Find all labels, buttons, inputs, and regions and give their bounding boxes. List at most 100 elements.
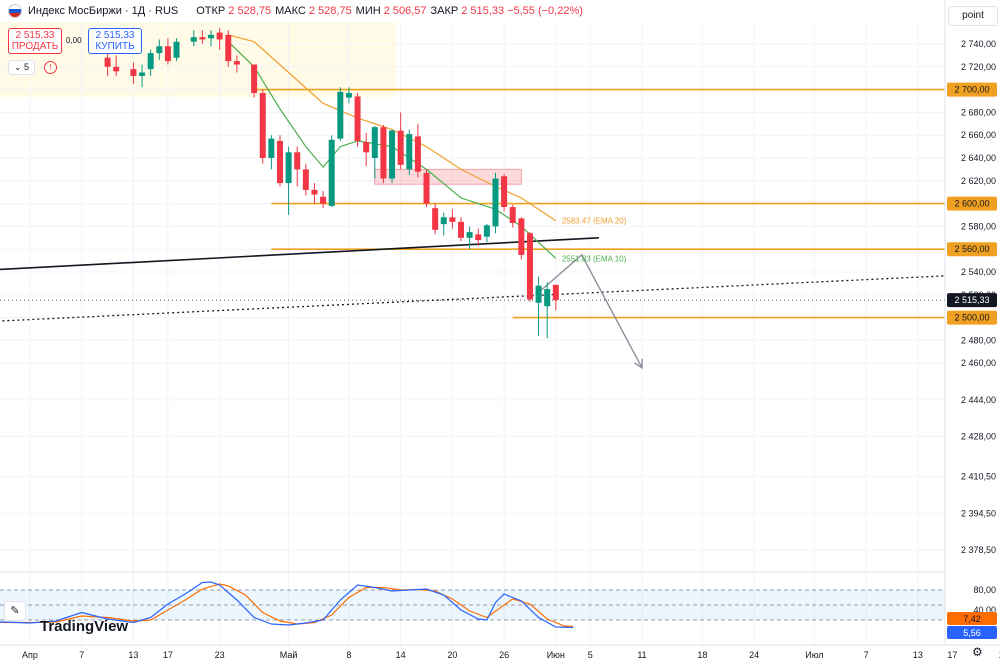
candle-body[interactable] bbox=[130, 69, 137, 76]
symbol-header: Индекс МосБиржи · 1Д · RUS ОТКР 2 528,75 … bbox=[0, 0, 945, 22]
candle-body[interactable] bbox=[311, 189, 318, 195]
candle-body[interactable] bbox=[552, 284, 559, 301]
candle-body[interactable] bbox=[216, 32, 223, 40]
time-tick-label: Май bbox=[280, 650, 298, 660]
candle-body[interactable] bbox=[483, 225, 490, 237]
warning-icon[interactable]: ! bbox=[44, 61, 57, 74]
candle-body[interactable] bbox=[225, 34, 232, 62]
russia-flag-icon bbox=[8, 4, 22, 18]
stochastic-k-line[interactable] bbox=[0, 581, 574, 629]
candle-body[interactable] bbox=[328, 139, 335, 206]
time-tick-label: 24 bbox=[749, 650, 759, 660]
candle-body[interactable] bbox=[276, 140, 283, 184]
candle-body[interactable] bbox=[458, 221, 464, 238]
open-label: ОТКР bbox=[196, 5, 226, 17]
candle-body[interactable] bbox=[345, 93, 352, 98]
candle-body[interactable] bbox=[535, 285, 542, 303]
last-price-tag bbox=[947, 293, 997, 308]
price-tick-label: 2 410,50 bbox=[961, 472, 996, 482]
sell-label: ПРОДАТЬ bbox=[11, 41, 59, 52]
candle-body[interactable] bbox=[164, 46, 171, 62]
buy-button[interactable]: 2 515,33 КУПИТЬ bbox=[88, 28, 142, 54]
candle-body[interactable] bbox=[475, 234, 482, 241]
candle-body[interactable] bbox=[544, 289, 551, 307]
pencil-icon[interactable]: ✎ bbox=[4, 601, 26, 621]
candle-body[interactable] bbox=[509, 207, 516, 223]
forecast-path-arrow[interactable] bbox=[538, 253, 643, 369]
price-tick-label: 2 660,00 bbox=[961, 130, 996, 140]
low-label: МИН bbox=[355, 5, 381, 17]
level-price-label: 2 500,00 bbox=[954, 313, 989, 323]
candle-body[interactable] bbox=[147, 53, 154, 70]
time-tick-label: Июн bbox=[547, 650, 565, 660]
time-tick-label: 20 bbox=[447, 650, 457, 660]
level-price-tag bbox=[947, 82, 997, 97]
candle-body[interactable] bbox=[389, 130, 396, 179]
buy-label: КУПИТЬ bbox=[95, 41, 135, 52]
candle-body[interactable] bbox=[449, 217, 456, 222]
change-value: −5,55 (−0,22%) bbox=[507, 5, 583, 17]
price-tick-label: 2 620,00 bbox=[961, 176, 996, 186]
price-tick-label: 2 394,50 bbox=[961, 508, 996, 518]
dotted-trend-line[interactable] bbox=[0, 273, 979, 323]
candle-body[interactable] bbox=[285, 152, 292, 184]
candle-body[interactable] bbox=[526, 233, 533, 300]
stochastic-d-value: 7,42 bbox=[963, 614, 981, 624]
candle-body[interactable] bbox=[414, 136, 421, 172]
candle-body[interactable] bbox=[432, 208, 439, 230]
instrument-title[interactable]: Индекс МосБиржи · 1Д · RUS bbox=[28, 5, 179, 17]
candle-body[interactable] bbox=[251, 64, 258, 94]
candle-body[interactable] bbox=[440, 217, 447, 225]
candle-body[interactable] bbox=[363, 142, 370, 153]
candle-body[interactable] bbox=[337, 91, 344, 139]
time-tick-label: 8 bbox=[346, 650, 351, 660]
candle-body[interactable] bbox=[139, 72, 146, 76]
time-tick-label: 5 bbox=[588, 650, 593, 660]
time-tick-label: 7 bbox=[79, 650, 84, 660]
time-tick-label: 14 bbox=[396, 650, 406, 660]
stochastic-d-tag bbox=[947, 626, 997, 639]
candle-body[interactable] bbox=[259, 93, 266, 158]
candle-body[interactable] bbox=[302, 169, 309, 190]
lots-selector[interactable]: ⌄ 5 bbox=[8, 60, 36, 75]
resistance-zone[interactable] bbox=[374, 168, 522, 185]
candle-body[interactable] bbox=[397, 130, 404, 165]
candle-body[interactable] bbox=[233, 61, 240, 65]
candle-body[interactable] bbox=[406, 134, 413, 170]
candle-body[interactable] bbox=[294, 152, 301, 170]
grid bbox=[0, 22, 953, 645]
time-tick-label: 17 bbox=[947, 650, 957, 660]
price-tick-label: 2 444,00 bbox=[961, 395, 996, 405]
candle-body[interactable] bbox=[268, 138, 275, 158]
candle-body[interactable] bbox=[208, 34, 215, 39]
price-axis-background bbox=[945, 0, 1000, 665]
candle-body[interactable] bbox=[113, 66, 120, 72]
scale-unit-button[interactable]: point bbox=[948, 6, 998, 26]
candle-body[interactable] bbox=[501, 176, 508, 208]
high-label: МАКС bbox=[275, 5, 306, 17]
level-price-tag bbox=[947, 242, 997, 257]
candle-body[interactable] bbox=[380, 127, 387, 179]
sell-button[interactable]: 2 515,33 ПРОДАТЬ bbox=[8, 28, 62, 54]
price-tick-label: 2 720,00 bbox=[961, 62, 996, 72]
candle-body[interactable] bbox=[492, 178, 499, 227]
candle-body[interactable] bbox=[371, 127, 378, 158]
time-tick-label: 13 bbox=[128, 650, 138, 660]
time-tick-label: 7 bbox=[864, 650, 869, 660]
candle-body[interactable] bbox=[199, 37, 206, 40]
candle-body[interactable] bbox=[518, 218, 525, 255]
candle-body[interactable] bbox=[156, 46, 163, 54]
candle-body[interactable] bbox=[466, 232, 473, 238]
spread-value: 0,00 bbox=[66, 36, 82, 45]
last-price-label: 2 515,33 bbox=[954, 295, 989, 305]
candle-body[interactable] bbox=[320, 196, 327, 204]
trend-line[interactable] bbox=[0, 237, 599, 272]
candle-body[interactable] bbox=[354, 96, 361, 141]
price-tick-label: 2 640,00 bbox=[961, 153, 996, 163]
candle-body[interactable] bbox=[104, 57, 111, 67]
gear-icon[interactable]: ⚙ bbox=[972, 645, 983, 659]
candle-body[interactable] bbox=[173, 41, 180, 58]
candle-body[interactable] bbox=[423, 172, 430, 204]
candle-body[interactable] bbox=[190, 37, 197, 42]
